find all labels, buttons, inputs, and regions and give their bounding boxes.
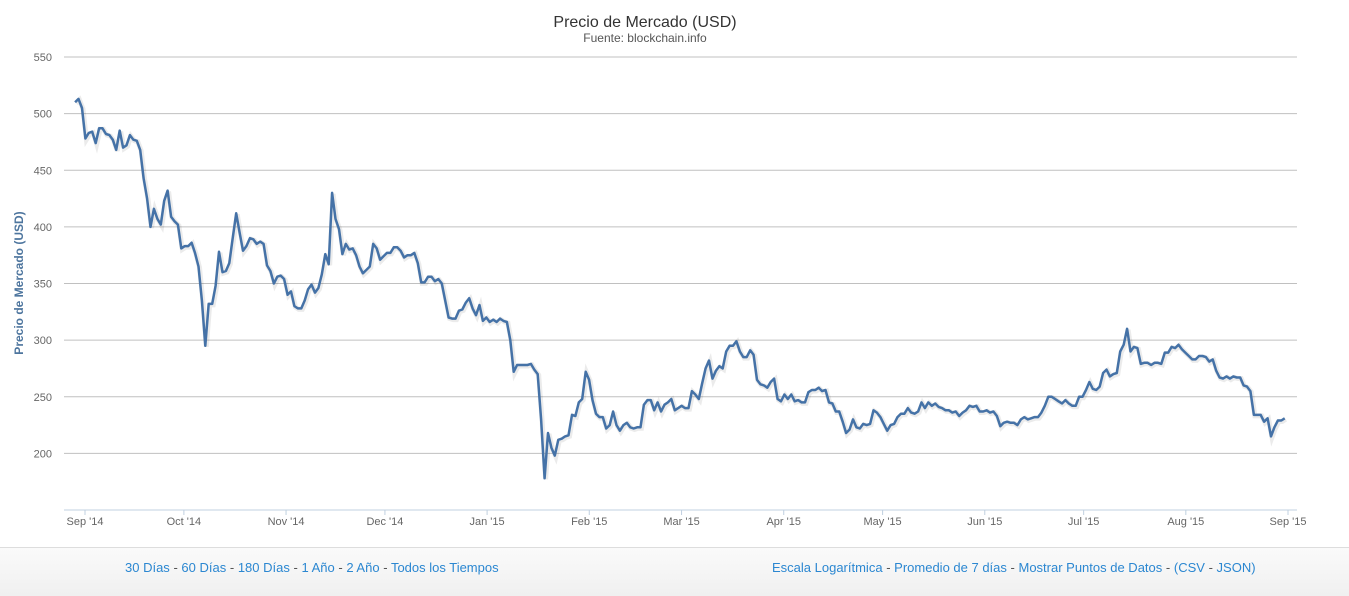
range-2-year-link[interactable]: 2 Año [346,560,380,575]
separator: - [173,560,178,575]
separator: - [338,560,343,575]
x-tick-label: Jul '15 [1068,516,1099,528]
separator: - [1165,560,1171,575]
x-tick-label: Sep '15 [1270,516,1307,528]
separator: - [1010,560,1015,575]
x-tick-label: Mar '15 [663,516,699,528]
show-data-points-link[interactable]: Mostrar Puntos de Datos [1018,560,1163,575]
separator: - [383,560,388,575]
range-30-days-link[interactable]: 30 Días [125,560,170,575]
y-tick-label: 550 [34,52,52,64]
y-tick-label: 300 [34,335,52,347]
x-tick-label: Nov '14 [268,516,305,528]
y-tick-label: 400 [34,222,52,234]
csv-export-link[interactable]: CSV [1178,560,1205,575]
json-export-link[interactable]: JSON [1216,560,1252,575]
range-1-year-link[interactable]: 1 Año [301,560,335,575]
separator: - [229,560,235,575]
x-tick-label: Aug '15 [1167,516,1204,528]
y-axis-title: Precio de Mercado (USD) [12,211,26,354]
y-tick-label: 500 [34,109,52,121]
y-tick-label: 250 [34,392,52,404]
close-paren: ) [1251,560,1256,575]
chart-footer: 30 Días - 60 Días - 180 Días - 1 Año - 2… [0,547,1349,596]
x-tick-label: Jan '15 [470,516,505,528]
range-60-days-link[interactable]: 60 Días [181,560,227,575]
x-tick-label: Sep '14 [67,516,104,528]
y-tick-label: 350 [34,279,52,291]
y-tick-label: 200 [34,448,52,460]
separator: - [1208,560,1213,575]
log-scale-link[interactable]: Escala Logarítmica [772,560,883,575]
chart-title: Precio de Mercado (USD) [553,14,736,31]
7-day-average-link[interactable]: Promedio de 7 días [894,560,1007,575]
price-chart: Precio de Mercado (USD) Fuente: blockcha… [12,14,1307,528]
y-tick-label: 450 [34,165,52,177]
chart-options-links: Escala Logarítmica - Promedio de 7 días … [772,560,1256,575]
x-tick-label: Oct '14 [167,516,202,528]
series-shadow [74,95,1288,480]
x-tick-label: Jun '15 [967,516,1002,528]
x-tick-label: Dec '14 [366,516,403,528]
separator: - [293,560,298,575]
x-tick-label: May '15 [864,516,902,528]
chart-subtitle: Fuente: blockchain.info [583,31,707,45]
open-paren: ( [1173,560,1179,575]
separator: - [886,560,891,575]
x-tick-label: Feb '15 [571,516,607,528]
time-range-links: 30 Días - 60 Días - 180 Días - 1 Año - 2… [125,560,499,575]
range-180-days-link[interactable]: 180 Días [237,560,290,575]
price-line[interactable] [74,97,1286,480]
x-tick-label: Apr '15 [766,516,801,528]
range-all-time-link[interactable]: Todos los Tiempos [390,560,499,575]
